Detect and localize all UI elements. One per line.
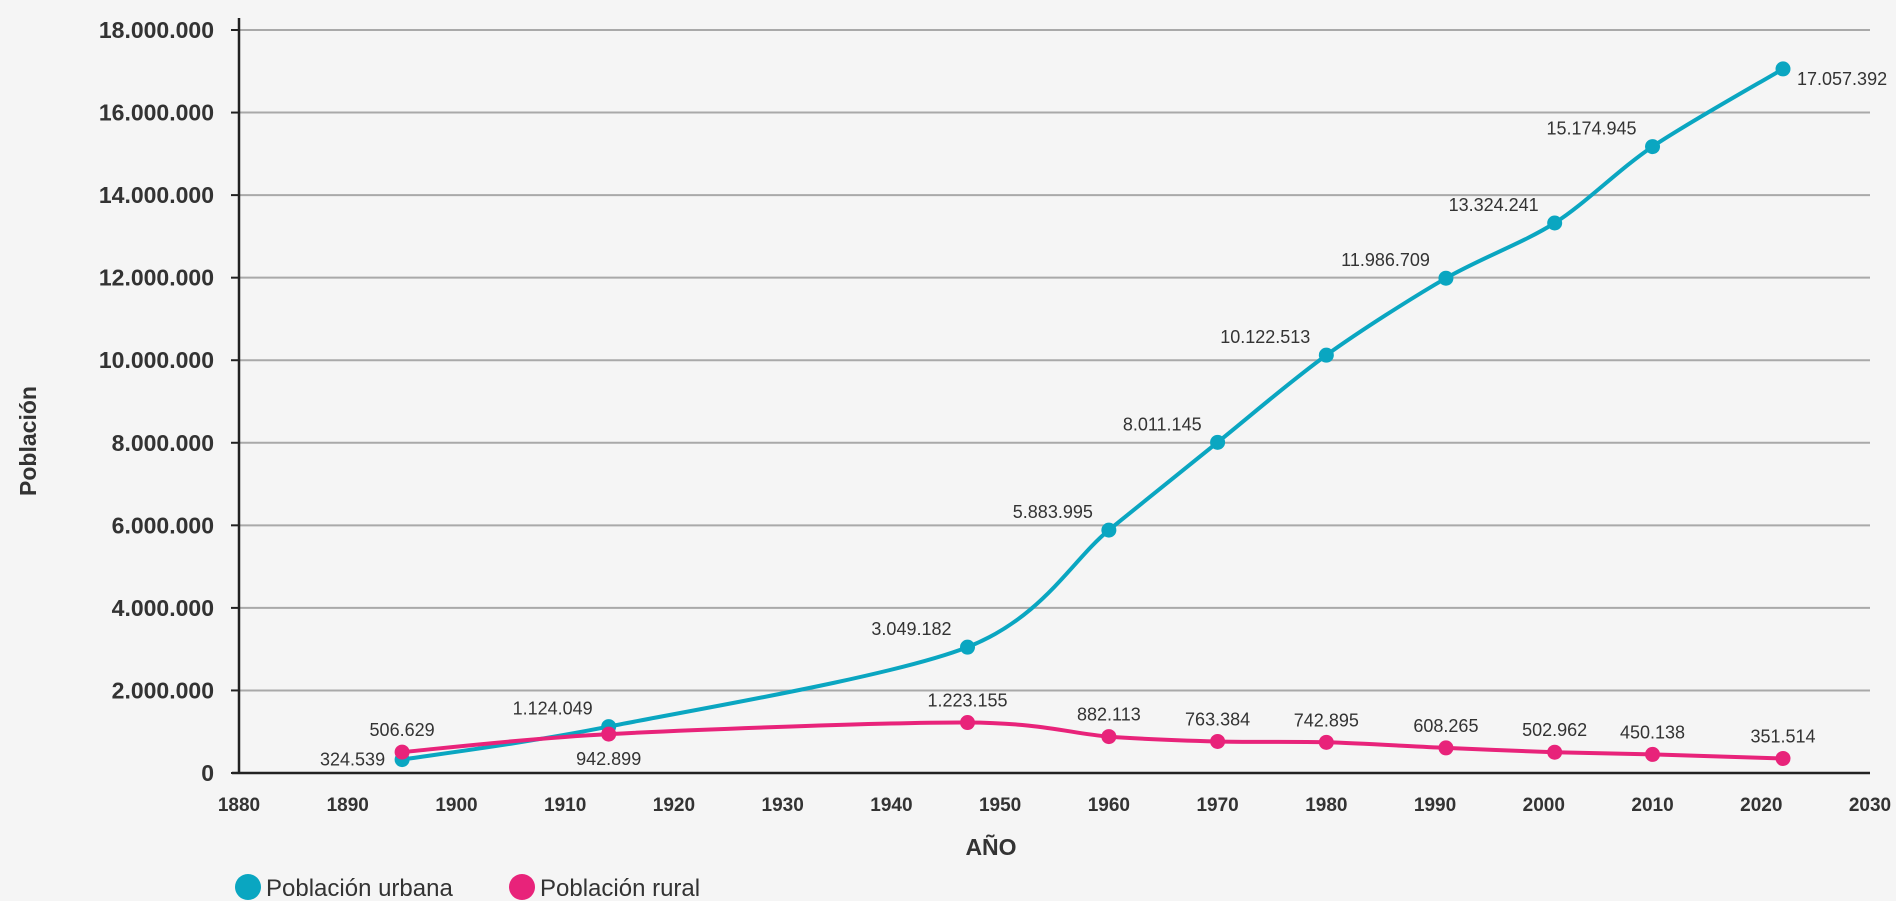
- legend-label-rural: Población rural: [540, 875, 700, 901]
- x-tick-label: 2010: [1631, 795, 1673, 816]
- y-tick-labels: 0 2.000.000 4.000.000 6.000.000 8.000.000 10.…: [99, 17, 214, 786]
- data-point-rural: [1318, 734, 1334, 750]
- data-label-urbana: 3.049.182: [871, 619, 951, 639]
- y-tick-label: 16.000.000: [99, 100, 214, 126]
- data-point-urbana: [1438, 270, 1454, 286]
- data-label-rural: 763.384: [1185, 709, 1250, 729]
- data-point-rural: [1101, 729, 1117, 745]
- data-point-urbana: [1547, 215, 1563, 231]
- legend-swatch-rural: [509, 874, 535, 900]
- data-point-rural: [1645, 746, 1661, 762]
- x-tick-label: 1890: [327, 795, 369, 816]
- data-point-urbana: [1210, 434, 1226, 450]
- data-label-rural: 1.223.155: [927, 691, 1007, 711]
- data-point-urbana: [1645, 139, 1661, 155]
- data-label-urbana: 17.057.392: [1797, 69, 1887, 89]
- data-point-rural: [1547, 744, 1563, 760]
- legend-item-urbana: Población urbana: [235, 874, 453, 901]
- y-axis-title: Población: [15, 386, 41, 496]
- y-tick-label: 14.000.000: [99, 182, 214, 208]
- data-point-rural: [394, 744, 410, 760]
- data-point-urbana: [960, 639, 976, 655]
- data-label-rural: 608.265: [1413, 716, 1478, 736]
- data-point-rural: [1775, 750, 1791, 766]
- data-label-rural: 882.113: [1077, 705, 1141, 725]
- data-label-urbana: 10.122.513: [1220, 327, 1310, 347]
- y-tick-label: 2.000.000: [112, 677, 214, 703]
- y-tick-label: 6.000.000: [112, 512, 214, 538]
- data-point-rural: [1438, 740, 1454, 756]
- legend-label-urbana: Población urbana: [266, 875, 453, 901]
- x-tick-label: 2000: [1523, 795, 1565, 816]
- data-point-urbana: [1775, 61, 1791, 77]
- y-tick-label: 18.000.000: [99, 17, 214, 43]
- data-label-urbana: 11.986.709: [1341, 250, 1430, 270]
- data-label-urbana: 324.539: [320, 750, 385, 770]
- x-tick-label: 1960: [1088, 795, 1130, 816]
- data-label-urbana: 8.011.145: [1123, 414, 1202, 434]
- legend-swatch-urbana: [235, 874, 261, 900]
- data-label-rural: 502.962: [1522, 720, 1587, 740]
- x-axis-title: AÑO: [965, 833, 1016, 860]
- data-point-rural: [601, 726, 617, 742]
- data-point-rural: [960, 715, 976, 731]
- x-tick-label: 1980: [1305, 795, 1347, 816]
- series-line-urbana: [401, 67, 1785, 762]
- data-point-urbana: [1318, 347, 1334, 363]
- legend: Población urbana Población rural: [235, 874, 700, 901]
- x-tick-label: 1970: [1196, 795, 1238, 816]
- x-tick-label: 1940: [870, 795, 912, 816]
- x-tick-labels: 1880 1890 1900 1910 1920 1930 1940 1950 1960 1970…: [218, 795, 1891, 816]
- x-tick-label: 1910: [544, 795, 586, 816]
- x-tick-label: 1990: [1414, 795, 1456, 816]
- data-label-urbana: 1.124.049: [513, 699, 593, 719]
- x-tick-label: 2030: [1849, 795, 1891, 816]
- data-label-rural: 942.899: [576, 749, 641, 769]
- x-tick-label: 1900: [435, 795, 477, 816]
- series-layer: [394, 61, 1791, 768]
- y-tick-label: 0: [201, 760, 214, 786]
- data-label-urbana: 5.883.995: [1013, 502, 1093, 522]
- y-tick-label: 4.000.000: [112, 595, 214, 621]
- data-point-urbana: [1101, 522, 1117, 538]
- y-tick-label: 12.000.000: [99, 265, 214, 291]
- y-tick-label: 10.000.000: [99, 347, 214, 373]
- legend-item-rural: Población rural: [509, 874, 700, 901]
- gridlines: [231, 29, 1870, 774]
- data-point-rural: [1210, 733, 1226, 749]
- axes: [232, 18, 1870, 775]
- x-tick-label: 2020: [1740, 795, 1782, 816]
- x-tick-label: 1950: [979, 795, 1021, 816]
- x-tick-label: 1880: [218, 795, 260, 816]
- data-label-rural: 351.514: [1750, 726, 1815, 746]
- x-tick-label: 1930: [762, 795, 804, 816]
- data-label-rural: 506.629: [370, 720, 435, 740]
- y-tick-label: 8.000.000: [112, 430, 214, 456]
- data-label-rural: 742.895: [1294, 710, 1359, 730]
- data-label-urbana: 13.324.241: [1449, 195, 1539, 215]
- data-labels: 324.539 1.124.049 3.049.182 5.883.995 8.011.…: [320, 69, 1887, 770]
- x-tick-label: 1920: [653, 795, 695, 816]
- data-label-urbana: 15.174.945: [1546, 119, 1636, 139]
- data-label-rural: 450.138: [1620, 722, 1685, 742]
